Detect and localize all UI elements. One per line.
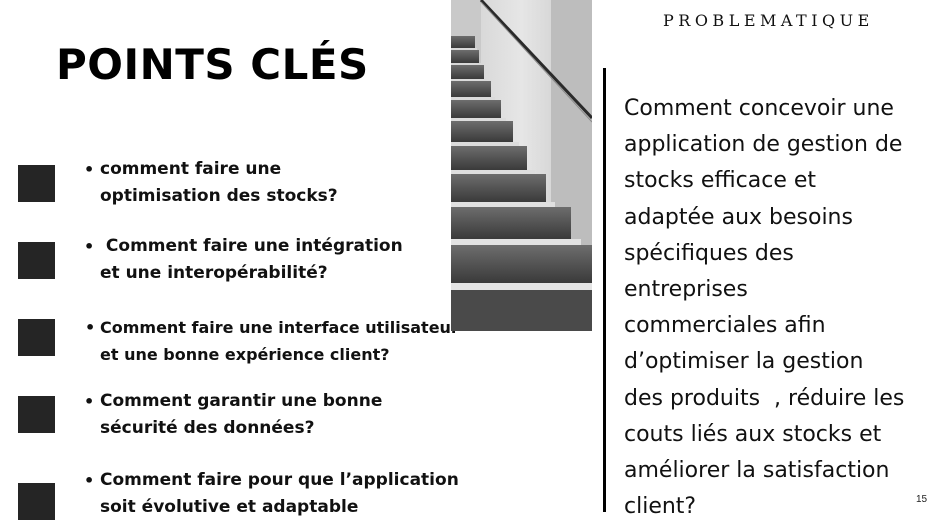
square-marker-icon [18, 483, 55, 520]
problem-line: d’optimiser la gestion [624, 349, 864, 375]
problem-line: commerciales afin [624, 313, 826, 339]
problem-line: spécifiques des [624, 240, 794, 266]
key-point-text: • Comment garantir une bonne sécurité de… [84, 388, 383, 442]
key-point-line: optimisation des stocks? [100, 186, 338, 206]
problem-line: couts liés aux stocks et [624, 421, 882, 447]
problem-line: Comment concevoir une [624, 96, 894, 121]
bullet-dot-icon: • [84, 237, 95, 256]
square-marker-icon [18, 242, 55, 279]
slide-title: POINTS CLÉS [56, 40, 369, 89]
problem-line: stocks efficace et [624, 168, 817, 194]
staircase-photo [451, 0, 592, 331]
square-marker-icon [18, 165, 55, 202]
key-point-line: Comment garantir une bonne [100, 391, 383, 411]
problem-line: améliorer la satisfaction [624, 458, 890, 484]
key-point-line: et une bonne expérience client? [100, 345, 390, 364]
problem-line: application de gestion de [624, 132, 903, 158]
key-point-line: et une interopérabilité? [100, 263, 328, 283]
key-point-line: Comment faire une interface utilisateur [100, 318, 459, 337]
bullet-dot-icon: • [85, 318, 96, 337]
vertical-divider [603, 68, 606, 512]
key-point-text: • comment faire une optimisation des sto… [84, 156, 338, 210]
section-label: PROBLEMATIQUE [663, 11, 874, 30]
key-point-text: • Comment faire une intégration et une i… [84, 233, 403, 287]
square-marker-icon [18, 396, 55, 433]
key-point-text: • Comment faire une interface utilisateu… [85, 314, 459, 368]
key-point-line: sécurité des données? [100, 418, 315, 438]
page-number: 15 [916, 494, 928, 505]
key-point-text: • Comment faire pour que l’application s… [84, 467, 459, 521]
bullet-dot-icon: • [84, 471, 95, 490]
problem-line: entreprises [624, 277, 748, 303]
key-point-line: soit évolutive et adaptable [100, 497, 359, 517]
square-marker-icon [18, 319, 55, 356]
bullet-dot-icon: • [84, 160, 95, 179]
problem-line: client? [624, 494, 697, 520]
problem-statement: Comment concevoir une application de ges… [624, 91, 924, 525]
key-point-line: comment faire une [100, 159, 282, 179]
key-point-line: Comment faire pour que l’application [100, 470, 459, 490]
bullet-dot-icon: • [84, 392, 95, 411]
problem-line: des produits , réduire les [624, 385, 905, 411]
key-point-line: Comment faire une intégration [100, 236, 403, 256]
problem-line: adaptée aux besoins [624, 204, 853, 230]
